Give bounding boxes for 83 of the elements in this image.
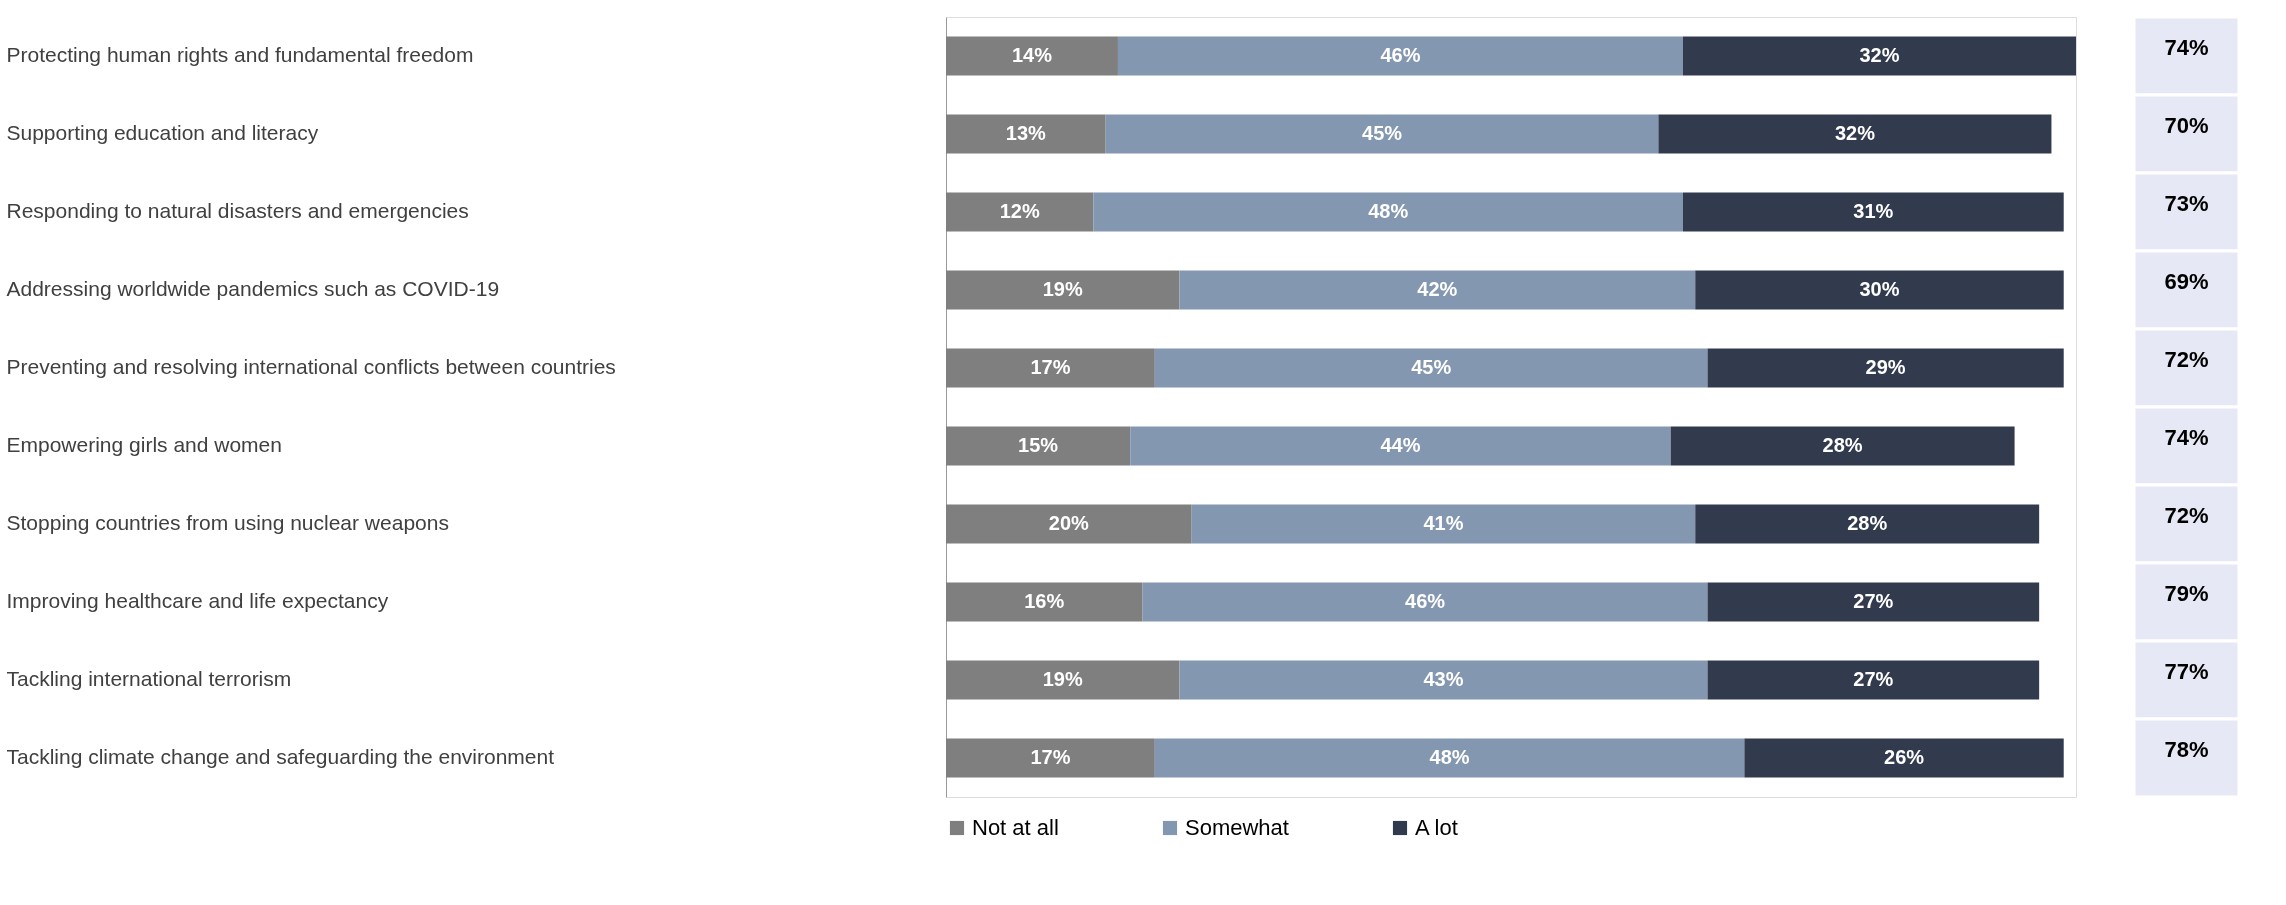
data-label: 30% bbox=[1859, 278, 1900, 300]
data-label: 32% bbox=[1859, 44, 1900, 66]
bar bbox=[1682, 36, 2076, 76]
text: 73% bbox=[2164, 191, 2209, 216]
data-label: 41% bbox=[1423, 512, 1464, 534]
data-label: 48% bbox=[1429, 746, 1470, 768]
data-label: 42% bbox=[1417, 278, 1458, 300]
data-label: 46% bbox=[1380, 44, 1421, 66]
y-tick-label: Tackling international terrorism bbox=[6, 667, 292, 690]
data-label: 32% bbox=[1834, 122, 1876, 144]
data-label: 44% bbox=[1380, 434, 1421, 456]
bar bbox=[946, 504, 1192, 544]
bar bbox=[1707, 582, 2040, 622]
y-tick-label: Protecting human rights and fundamental freedom bbox=[6, 43, 474, 66]
bar bbox=[1117, 36, 1683, 76]
text: 74% bbox=[2164, 35, 2209, 60]
data-label: 48% bbox=[1368, 200, 1409, 222]
bar bbox=[1105, 114, 1659, 154]
bar bbox=[946, 192, 1094, 232]
data-label: 20% bbox=[1048, 512, 1090, 534]
data-label: 19% bbox=[1042, 278, 1083, 300]
legend-label: Not at all bbox=[972, 815, 1059, 840]
data-label: 27% bbox=[1853, 590, 1894, 612]
bar bbox=[946, 426, 1131, 466]
bar bbox=[1191, 504, 1696, 544]
bar bbox=[1682, 192, 2064, 232]
bar bbox=[946, 738, 1155, 778]
data-label: 28% bbox=[1822, 434, 1863, 456]
bar bbox=[946, 114, 1106, 154]
bar bbox=[1130, 426, 1671, 466]
bar bbox=[1695, 270, 2064, 310]
data-label: 19% bbox=[1042, 668, 1083, 690]
data-label: 31% bbox=[1853, 200, 1894, 222]
bar bbox=[1154, 738, 1745, 778]
bar bbox=[1695, 504, 2040, 544]
data-label: 17% bbox=[1030, 746, 1071, 768]
data-label: 45% bbox=[1411, 356, 1452, 378]
y-tick-label: Stopping countries from using nuclear weapons bbox=[6, 511, 449, 534]
bar bbox=[1179, 660, 1708, 700]
y-tick-label: Supporting education and literacy bbox=[6, 121, 319, 144]
y-tick-label: Responding to natural disasters and emergencies bbox=[6, 199, 469, 222]
bar bbox=[1670, 426, 2015, 466]
bar bbox=[1179, 270, 1696, 310]
data-label: 26% bbox=[1884, 746, 1925, 768]
bar bbox=[1707, 660, 2040, 700]
data-label: 13% bbox=[1005, 122, 1047, 144]
text: 72% bbox=[2164, 347, 2209, 372]
data-label: 46% bbox=[1405, 590, 1446, 612]
data-label: 12% bbox=[999, 200, 1040, 222]
bar bbox=[946, 582, 1143, 622]
bar bbox=[1658, 114, 2052, 154]
bar bbox=[946, 660, 1180, 700]
bar bbox=[946, 36, 1118, 76]
data-label: 16% bbox=[1024, 590, 1065, 612]
data-label: 43% bbox=[1423, 668, 1464, 690]
data-label: 28% bbox=[1847, 512, 1888, 534]
y-tick-label: Improving healthcare and life expectancy bbox=[6, 589, 389, 612]
bar bbox=[1707, 348, 2064, 388]
y-tick-label: Preventing and resolving international conflicts between countries bbox=[6, 355, 616, 378]
text: 79% bbox=[2164, 581, 2209, 606]
y-tick-label: Empowering girls and women bbox=[6, 433, 282, 456]
text: 69% bbox=[2164, 269, 2209, 294]
bar bbox=[946, 348, 1155, 388]
bar bbox=[1093, 192, 1683, 232]
text: 78% bbox=[2164, 737, 2209, 762]
bar bbox=[946, 270, 1180, 310]
legend-label: A lot bbox=[1415, 815, 1458, 840]
text: 72% bbox=[2164, 503, 2209, 528]
legend-label: Somewhat bbox=[1185, 815, 1289, 840]
data-label: 17% bbox=[1030, 356, 1071, 378]
data-label: 29% bbox=[1865, 356, 1906, 378]
data-label: 14% bbox=[1011, 44, 1053, 66]
text: 70% bbox=[2164, 113, 2209, 138]
bar bbox=[1744, 738, 2064, 778]
text: 74% bbox=[2164, 425, 2209, 450]
data-label: 45% bbox=[1362, 122, 1403, 144]
data-label: 15% bbox=[1018, 434, 1059, 456]
bar bbox=[1154, 348, 1708, 388]
bar bbox=[1142, 582, 1708, 622]
text: 77% bbox=[2164, 659, 2209, 684]
y-tick-label: Addressing worldwide pandemics such as COVID-19 bbox=[6, 277, 500, 300]
data-label: 27% bbox=[1853, 668, 1894, 690]
y-tick-label: Tackling climate change and safeguarding the environment bbox=[6, 745, 555, 768]
